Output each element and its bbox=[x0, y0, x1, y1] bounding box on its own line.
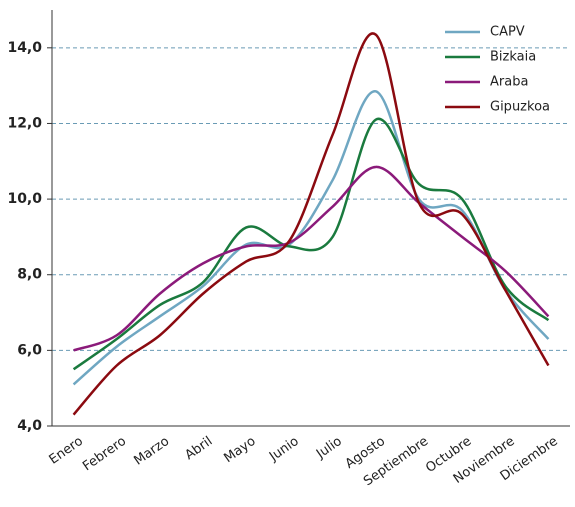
x-tick-label: Junio bbox=[266, 434, 302, 465]
x-tick-label: Abril bbox=[182, 434, 215, 463]
series-line bbox=[73, 165, 550, 352]
y-tick-label: 8,0 bbox=[17, 267, 42, 283]
legend-label: Araba bbox=[490, 75, 528, 90]
series-line bbox=[72, 117, 550, 371]
legend-label: Bizkaia bbox=[490, 50, 536, 65]
series-line bbox=[72, 32, 550, 416]
y-tick-label: 6,0 bbox=[17, 342, 42, 358]
x-tick-label: Mayo bbox=[221, 434, 258, 466]
x-tick-label: Julio bbox=[313, 434, 345, 463]
legend-label: Gipuzkoa bbox=[490, 100, 550, 115]
x-tick-label: Marzo bbox=[131, 434, 172, 469]
x-tick-label: Febrero bbox=[80, 434, 129, 474]
y-tick-label: 12,0 bbox=[7, 115, 42, 131]
legend-label: CAPV bbox=[490, 25, 525, 40]
y-tick-label: 10,0 bbox=[7, 191, 42, 207]
y-tick-label: 14,0 bbox=[7, 40, 42, 56]
y-tick-label: 4,0 bbox=[17, 418, 42, 434]
series-line bbox=[72, 90, 550, 386]
